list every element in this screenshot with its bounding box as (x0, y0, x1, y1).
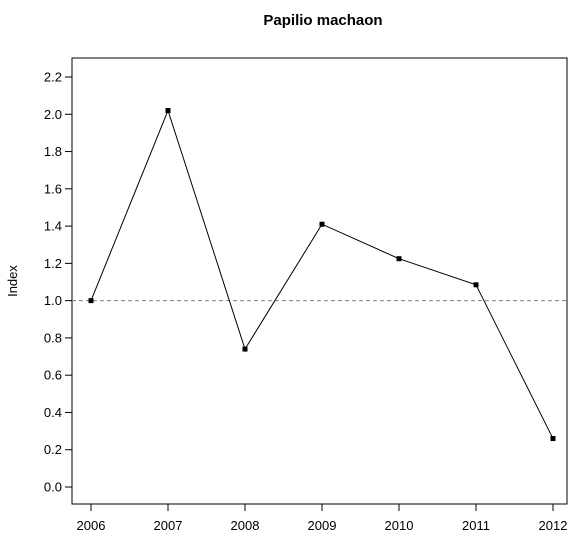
data-point (319, 221, 325, 227)
x-tick-label: 2007 (154, 518, 183, 533)
y-tick-label: 1.4 (44, 219, 62, 234)
data-point (396, 256, 402, 262)
y-tick-label: 2.2 (44, 70, 62, 85)
y-tick-label: 0.8 (44, 330, 62, 345)
y-tick-label: 1.8 (44, 144, 62, 159)
data-point (165, 108, 171, 114)
y-axis-label: Index (5, 265, 20, 297)
x-tick-label: 2012 (539, 518, 568, 533)
plot-frame (71, 57, 568, 505)
y-tick-label: 0.2 (44, 442, 62, 457)
x-tick-label: 2008 (231, 518, 260, 533)
series-line (90, 109, 554, 439)
x-tick-label: 2010 (385, 518, 414, 533)
x-tick-label: 2011 (462, 518, 490, 533)
y-tick-label: 1.0 (44, 293, 62, 308)
x-tick-label: 2006 (77, 518, 106, 533)
chart-title: Papilio machaon (263, 12, 382, 29)
y-tick-label: 0.6 (44, 368, 62, 383)
data-point (88, 298, 94, 304)
y-tick-label: 1.2 (44, 256, 62, 271)
data-points (88, 108, 556, 442)
x-axis: 2006 2007 2008 2009 2010 2011 2012 (77, 504, 568, 533)
y-tick-label: 0.0 (44, 480, 62, 495)
x-tick-label: 2009 (308, 518, 337, 533)
data-point (473, 282, 479, 288)
y-tick-label: 0.4 (44, 405, 62, 420)
data-point (242, 346, 248, 352)
y-tick-label: 2.0 (44, 107, 62, 122)
data-point (550, 436, 556, 442)
y-tick-label: 1.6 (44, 181, 62, 196)
y-axis: 0.0 0.2 0.4 0.6 0.8 1.0 1.2 1.4 1.6 1.8 2.0 2.2 (44, 70, 72, 495)
